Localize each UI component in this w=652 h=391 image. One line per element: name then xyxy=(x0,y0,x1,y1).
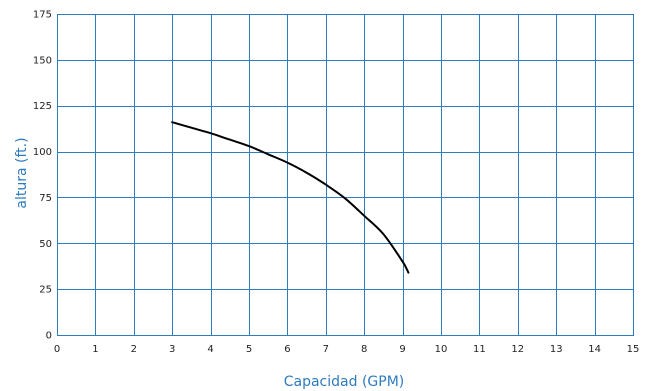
y-tick-label-50: 50 xyxy=(39,239,52,250)
x-tick-label-0: 0 xyxy=(54,344,60,355)
series-line-0 xyxy=(171,121,410,274)
x-tick-label-12: 12 xyxy=(511,344,524,355)
x-axis-label: Capacidad (GPM) xyxy=(284,374,405,390)
x-tick-labels: 0 1 2 3 4 5 6 7 8 9 10 11 12 13 14 15 xyxy=(54,344,640,355)
x-tick-label-4: 4 xyxy=(207,344,213,355)
x-tick-label-8: 8 xyxy=(361,344,367,355)
y-tick-label-0: 0 xyxy=(46,331,52,342)
y-tick-label-150: 150 xyxy=(33,55,52,66)
y-tick-label-75: 75 xyxy=(39,193,52,204)
y-tick-label-175: 175 xyxy=(33,10,52,21)
y-tick-labels: 0 25 50 75 100 125 150 175 xyxy=(33,10,52,342)
y-tick-label-125: 125 xyxy=(33,101,52,112)
y-tick-label-100: 100 xyxy=(33,147,52,158)
y-tick-label-25: 25 xyxy=(39,285,52,296)
x-tick-label-11: 11 xyxy=(473,344,486,355)
x-tick-label-10: 10 xyxy=(435,344,448,355)
x-tick-label-15: 15 xyxy=(627,344,640,355)
x-tick-label-7: 7 xyxy=(323,344,329,355)
x-tick-label-1: 1 xyxy=(92,344,98,355)
x-tick-label-13: 13 xyxy=(550,344,563,355)
x-tick-label-2: 2 xyxy=(131,344,137,355)
x-tick-label-6: 6 xyxy=(284,344,290,355)
x-tick-label-9: 9 xyxy=(399,344,405,355)
x-tick-label-5: 5 xyxy=(246,344,252,355)
plot-frame xyxy=(57,14,634,336)
grid xyxy=(57,14,634,336)
series-lines xyxy=(171,121,410,274)
x-tick-label-14: 14 xyxy=(588,344,601,355)
x-tick-label-3: 3 xyxy=(169,344,175,355)
y-axis-label: altura (ft.) xyxy=(14,137,30,208)
